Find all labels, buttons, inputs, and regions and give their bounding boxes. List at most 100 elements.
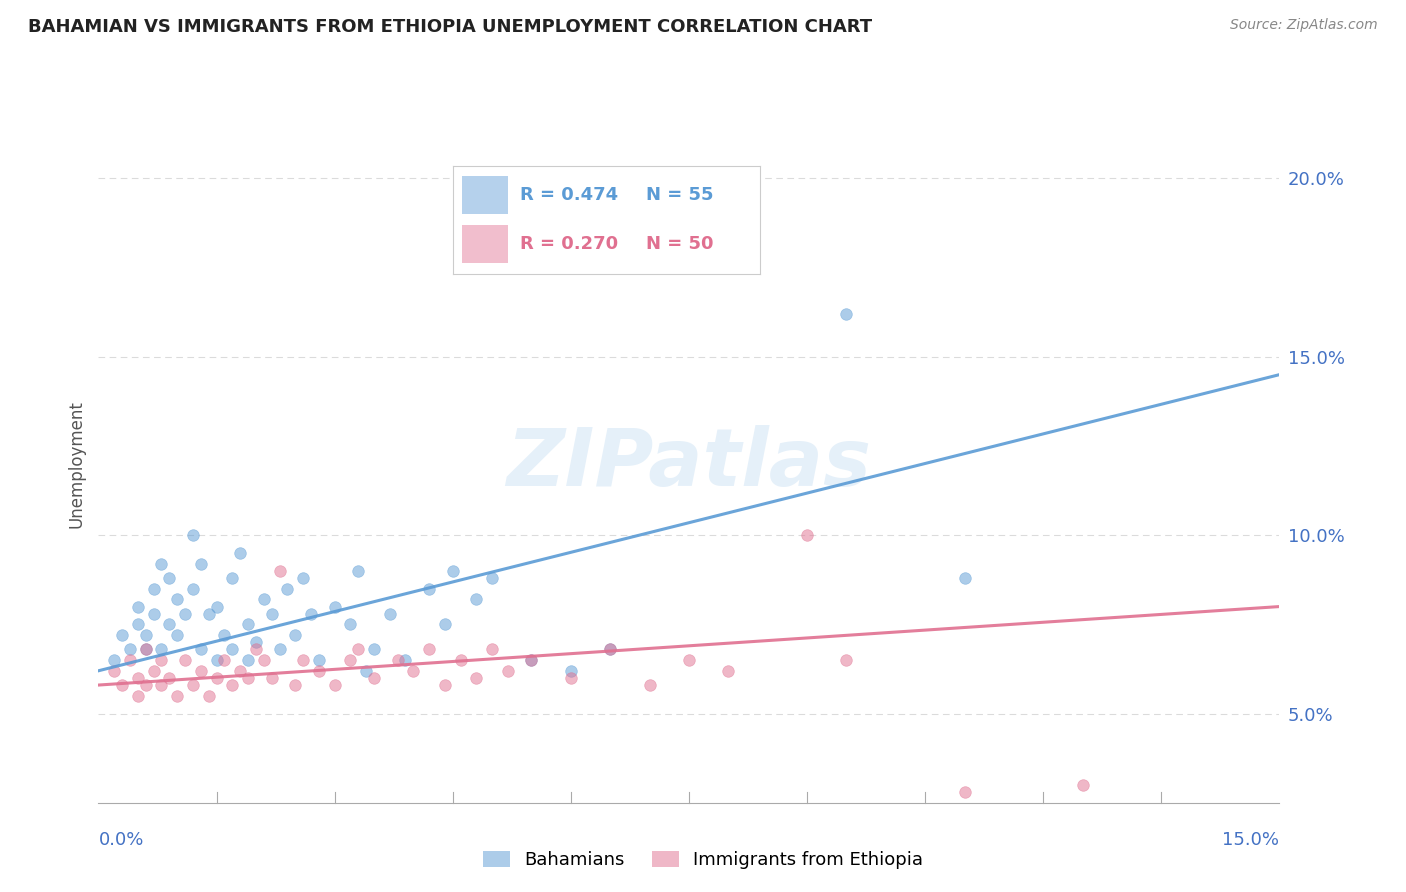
Point <box>260 671 283 685</box>
Point <box>135 678 157 692</box>
Point <box>363 671 385 685</box>
Point <box>433 678 456 692</box>
Point <box>127 617 149 632</box>
Point <box>142 582 165 596</box>
Point <box>387 653 409 667</box>
Point <box>190 642 212 657</box>
Point <box>181 678 204 692</box>
Point <box>127 689 149 703</box>
Point <box>174 653 197 667</box>
Point <box>496 664 519 678</box>
Point <box>1071 778 1094 792</box>
Point <box>953 785 976 799</box>
Point <box>638 678 661 692</box>
Text: R = 0.474: R = 0.474 <box>520 186 619 204</box>
Point <box>299 607 322 621</box>
Point <box>560 671 582 685</box>
Bar <box>463 225 508 263</box>
Point <box>402 664 425 678</box>
Point <box>111 678 134 692</box>
Point <box>269 642 291 657</box>
Point <box>465 671 488 685</box>
Point <box>260 607 283 621</box>
Point <box>181 528 204 542</box>
Point <box>717 664 740 678</box>
Text: 0.0%: 0.0% <box>98 831 143 849</box>
Point <box>292 571 315 585</box>
Point <box>166 628 188 642</box>
Point <box>236 671 259 685</box>
Point <box>678 653 700 667</box>
Text: R = 0.270: R = 0.270 <box>520 235 619 253</box>
Point <box>481 642 503 657</box>
Point <box>276 582 298 596</box>
Point <box>190 664 212 678</box>
Point <box>118 653 141 667</box>
Point <box>323 678 346 692</box>
Point <box>150 557 173 571</box>
Point <box>339 617 361 632</box>
Point <box>520 653 543 667</box>
Point <box>354 664 377 678</box>
Point <box>221 571 243 585</box>
Point <box>835 307 858 321</box>
Text: 15.0%: 15.0% <box>1222 831 1279 849</box>
Point <box>135 642 157 657</box>
Point <box>174 607 197 621</box>
Point <box>157 671 180 685</box>
Text: BAHAMIAN VS IMMIGRANTS FROM ETHIOPIA UNEMPLOYMENT CORRELATION CHART: BAHAMIAN VS IMMIGRANTS FROM ETHIOPIA UNE… <box>28 18 872 36</box>
Point <box>284 628 307 642</box>
Text: N = 50: N = 50 <box>647 235 714 253</box>
Point <box>433 617 456 632</box>
Point <box>292 653 315 667</box>
Point <box>441 564 464 578</box>
Point <box>394 653 416 667</box>
Point <box>142 607 165 621</box>
Point <box>229 546 252 560</box>
Point <box>236 617 259 632</box>
Point <box>205 671 228 685</box>
Point <box>347 564 370 578</box>
Point <box>465 592 488 607</box>
Point <box>214 653 236 667</box>
Point <box>599 642 621 657</box>
Point <box>118 642 141 657</box>
Point <box>418 582 440 596</box>
Point <box>245 642 267 657</box>
Point <box>135 628 157 642</box>
Point <box>127 671 149 685</box>
Point <box>347 642 370 657</box>
Point <box>166 689 188 703</box>
Point <box>284 678 307 692</box>
Point <box>205 653 228 667</box>
Point <box>418 642 440 657</box>
Point <box>339 653 361 667</box>
Point <box>181 582 204 596</box>
Point <box>150 653 173 667</box>
Point <box>214 628 236 642</box>
Point <box>221 642 243 657</box>
Point <box>308 664 330 678</box>
Y-axis label: Unemployment: Unemployment <box>67 400 86 528</box>
Point <box>245 635 267 649</box>
Point <box>111 628 134 642</box>
Point <box>520 653 543 667</box>
Point <box>308 653 330 667</box>
Point <box>599 642 621 657</box>
Point <box>103 653 125 667</box>
Point <box>221 678 243 692</box>
Point <box>253 592 276 607</box>
Text: Source: ZipAtlas.com: Source: ZipAtlas.com <box>1230 18 1378 32</box>
Text: ZIPatlas: ZIPatlas <box>506 425 872 503</box>
Point <box>127 599 149 614</box>
Point <box>135 642 157 657</box>
Point <box>796 528 818 542</box>
Point <box>197 689 219 703</box>
Point <box>142 664 165 678</box>
Point <box>378 607 401 621</box>
Point <box>197 607 219 621</box>
Point <box>229 664 252 678</box>
Point <box>323 599 346 614</box>
Point <box>953 571 976 585</box>
Point <box>236 653 259 667</box>
